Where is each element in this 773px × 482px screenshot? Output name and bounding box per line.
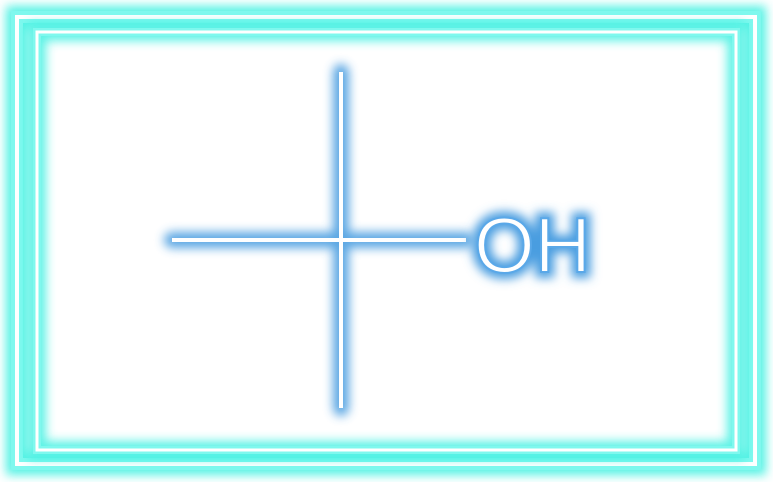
- oh-label-glow: OH: [474, 201, 591, 289]
- bond-lines: [172, 72, 466, 408]
- oh-label: OH: [474, 201, 591, 289]
- oh-group: OH OH: [468, 195, 597, 295]
- glow-frame: [6, 6, 766, 475]
